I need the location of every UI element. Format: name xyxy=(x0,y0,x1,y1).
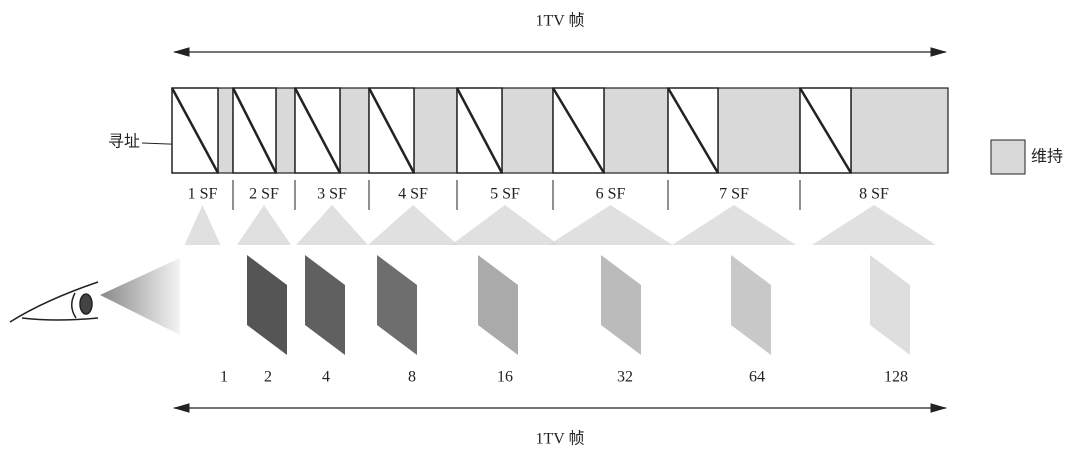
legend-swatch xyxy=(991,140,1025,174)
light-cone xyxy=(672,205,796,245)
light-cone xyxy=(237,205,291,245)
bottom-label: 1TV 帧 xyxy=(535,430,584,448)
subfield-panel xyxy=(377,255,417,355)
weight-label: 32 xyxy=(617,369,633,386)
light-cone xyxy=(368,205,458,245)
weight-label: 4 xyxy=(322,369,330,386)
subfield-label: 6 SF xyxy=(596,186,626,203)
subfield-label: 8 SF xyxy=(859,186,889,203)
subfield-panel xyxy=(247,255,287,355)
sustain-period xyxy=(604,88,668,173)
subfield-label: 2 SF xyxy=(249,186,279,203)
subfield-label: 3 SF xyxy=(317,186,347,203)
legend-label: 维持 xyxy=(1031,148,1063,166)
top-label: 1TV 帧 xyxy=(535,12,584,30)
subfield-label: 7 SF xyxy=(719,186,749,203)
weight-label: 64 xyxy=(749,369,765,386)
subfield-panel xyxy=(731,255,771,355)
light-cone xyxy=(549,205,673,245)
sustain-period xyxy=(218,88,233,173)
subfield-panel xyxy=(478,255,518,355)
eye xyxy=(10,258,180,335)
subfield-label: 5 SF xyxy=(490,186,520,203)
sustain-period xyxy=(718,88,800,173)
weight-label: 16 xyxy=(497,369,513,386)
weight-label: 1 xyxy=(220,369,228,386)
weight-label: 8 xyxy=(408,369,416,386)
light-cone xyxy=(451,205,559,245)
subfield-label: 4 SF xyxy=(398,186,428,203)
weight-label: 2 xyxy=(264,369,272,386)
sustain-period xyxy=(414,88,457,173)
sustain-period xyxy=(502,88,553,173)
subfield-label: 1 SF xyxy=(188,186,218,203)
subfield-panel xyxy=(601,255,641,355)
light-cone xyxy=(185,205,221,245)
sustain-period xyxy=(851,88,948,173)
weight-label: 128 xyxy=(884,369,908,386)
subfield-panel xyxy=(870,255,910,355)
diagram: 1TV 帧 1TV 帧 寻址 维持 1 SF 1 2 SF 2 3 SF 4 4 SF 8 5 … xyxy=(0,0,1074,450)
address-label: 寻址 xyxy=(108,133,140,151)
sustain-period xyxy=(276,88,295,173)
light-cone xyxy=(812,205,936,245)
light-cone xyxy=(296,205,368,245)
subfield-panel xyxy=(305,255,345,355)
sustain-period xyxy=(340,88,369,173)
